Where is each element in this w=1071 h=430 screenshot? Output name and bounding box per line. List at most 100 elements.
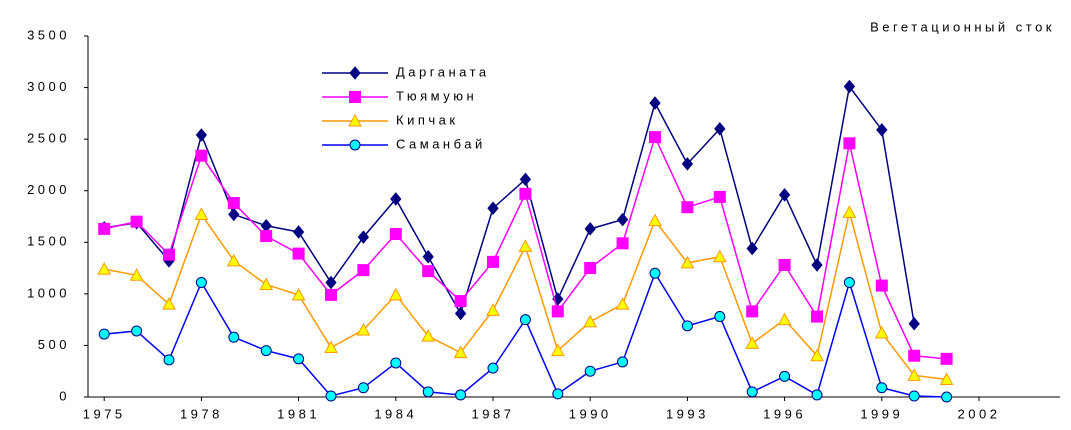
- marker: [843, 79, 856, 94]
- marker: [616, 237, 629, 250]
- legend-marker: [348, 113, 362, 127]
- marker: [907, 368, 922, 381]
- marker: [519, 187, 532, 200]
- marker: [680, 255, 695, 269]
- marker: [130, 215, 143, 228]
- marker: [876, 123, 888, 137]
- chart-title: Вегетационный сток: [870, 19, 1055, 34]
- marker: [388, 287, 403, 301]
- y-tick-label: 3500: [27, 27, 70, 42]
- marker: [551, 305, 564, 318]
- marker: [811, 258, 823, 272]
- marker: [649, 96, 661, 110]
- marker: [940, 352, 953, 365]
- x-tick-label: 1993: [666, 406, 709, 421]
- marker: [713, 190, 726, 203]
- x-tick-label: 1981: [277, 406, 320, 421]
- marker: [550, 343, 565, 357]
- marker: [616, 212, 629, 227]
- marker: [778, 188, 791, 202]
- marker: [714, 122, 726, 136]
- x-tick-label: 1999: [860, 406, 903, 421]
- marker: [584, 365, 596, 377]
- marker: [454, 295, 467, 308]
- x-tick-label: 1990: [569, 406, 612, 421]
- marker: [908, 390, 920, 402]
- legend-label: Дарганата: [396, 64, 490, 79]
- x-tick-label: 1978: [180, 406, 223, 421]
- marker: [195, 149, 208, 162]
- y-tick-label: 1500: [27, 234, 70, 249]
- marker: [422, 249, 434, 264]
- x-tick-label: 1996: [763, 406, 806, 421]
- marker: [226, 253, 241, 267]
- marker: [390, 357, 402, 369]
- marker: [875, 279, 888, 292]
- marker: [357, 382, 369, 394]
- marker: [746, 386, 758, 398]
- marker: [487, 255, 499, 268]
- marker: [292, 225, 305, 239]
- marker: [519, 314, 531, 326]
- marker: [941, 391, 953, 403]
- x-tick-label: 1987: [472, 406, 515, 421]
- marker: [487, 362, 499, 374]
- marker: [228, 331, 240, 343]
- marker: [779, 370, 791, 382]
- x-tick-label: 1975: [83, 406, 126, 421]
- marker: [98, 328, 110, 340]
- y-tick-label: 1000: [27, 285, 70, 300]
- series-line: [104, 84, 915, 324]
- marker: [486, 303, 500, 316]
- legend-label: Кипчак: [396, 112, 459, 127]
- y-tick-label: 500: [38, 337, 70, 352]
- marker: [292, 247, 305, 260]
- marker: [455, 389, 467, 401]
- marker: [325, 288, 337, 301]
- marker: [131, 325, 143, 337]
- marker: [325, 275, 337, 290]
- legend-marker: [349, 91, 361, 103]
- marker: [777, 312, 792, 326]
- marker: [615, 297, 630, 310]
- marker: [227, 197, 240, 210]
- marker: [98, 222, 111, 235]
- marker: [908, 349, 921, 362]
- marker: [843, 137, 856, 150]
- marker: [324, 340, 338, 353]
- x-tick-label: 1984: [374, 406, 417, 421]
- marker: [811, 310, 823, 323]
- marker: [228, 207, 240, 222]
- marker: [325, 390, 337, 402]
- y-tick-label: 0: [59, 388, 70, 403]
- marker: [746, 305, 759, 318]
- y-tick-label: 3000: [27, 79, 70, 94]
- marker: [712, 249, 727, 263]
- marker: [454, 306, 467, 321]
- marker: [259, 277, 274, 291]
- marker: [681, 157, 694, 171]
- marker: [617, 356, 629, 368]
- marker: [811, 389, 823, 401]
- marker: [194, 207, 209, 220]
- x-tick-label: 2002: [958, 406, 1001, 421]
- marker: [584, 222, 596, 236]
- legend-marker: [349, 139, 361, 151]
- marker: [681, 201, 694, 214]
- marker: [518, 239, 533, 252]
- marker: [908, 316, 920, 331]
- marker: [291, 287, 306, 301]
- y-tick-label: 2000: [27, 182, 70, 197]
- marker: [195, 128, 208, 142]
- marker: [421, 329, 436, 342]
- marker: [162, 297, 176, 310]
- marker: [649, 267, 661, 279]
- marker: [129, 268, 144, 281]
- marker: [357, 230, 370, 244]
- marker: [293, 353, 305, 365]
- marker: [746, 241, 758, 256]
- marker: [163, 248, 175, 261]
- marker: [778, 258, 791, 271]
- marker: [583, 314, 598, 328]
